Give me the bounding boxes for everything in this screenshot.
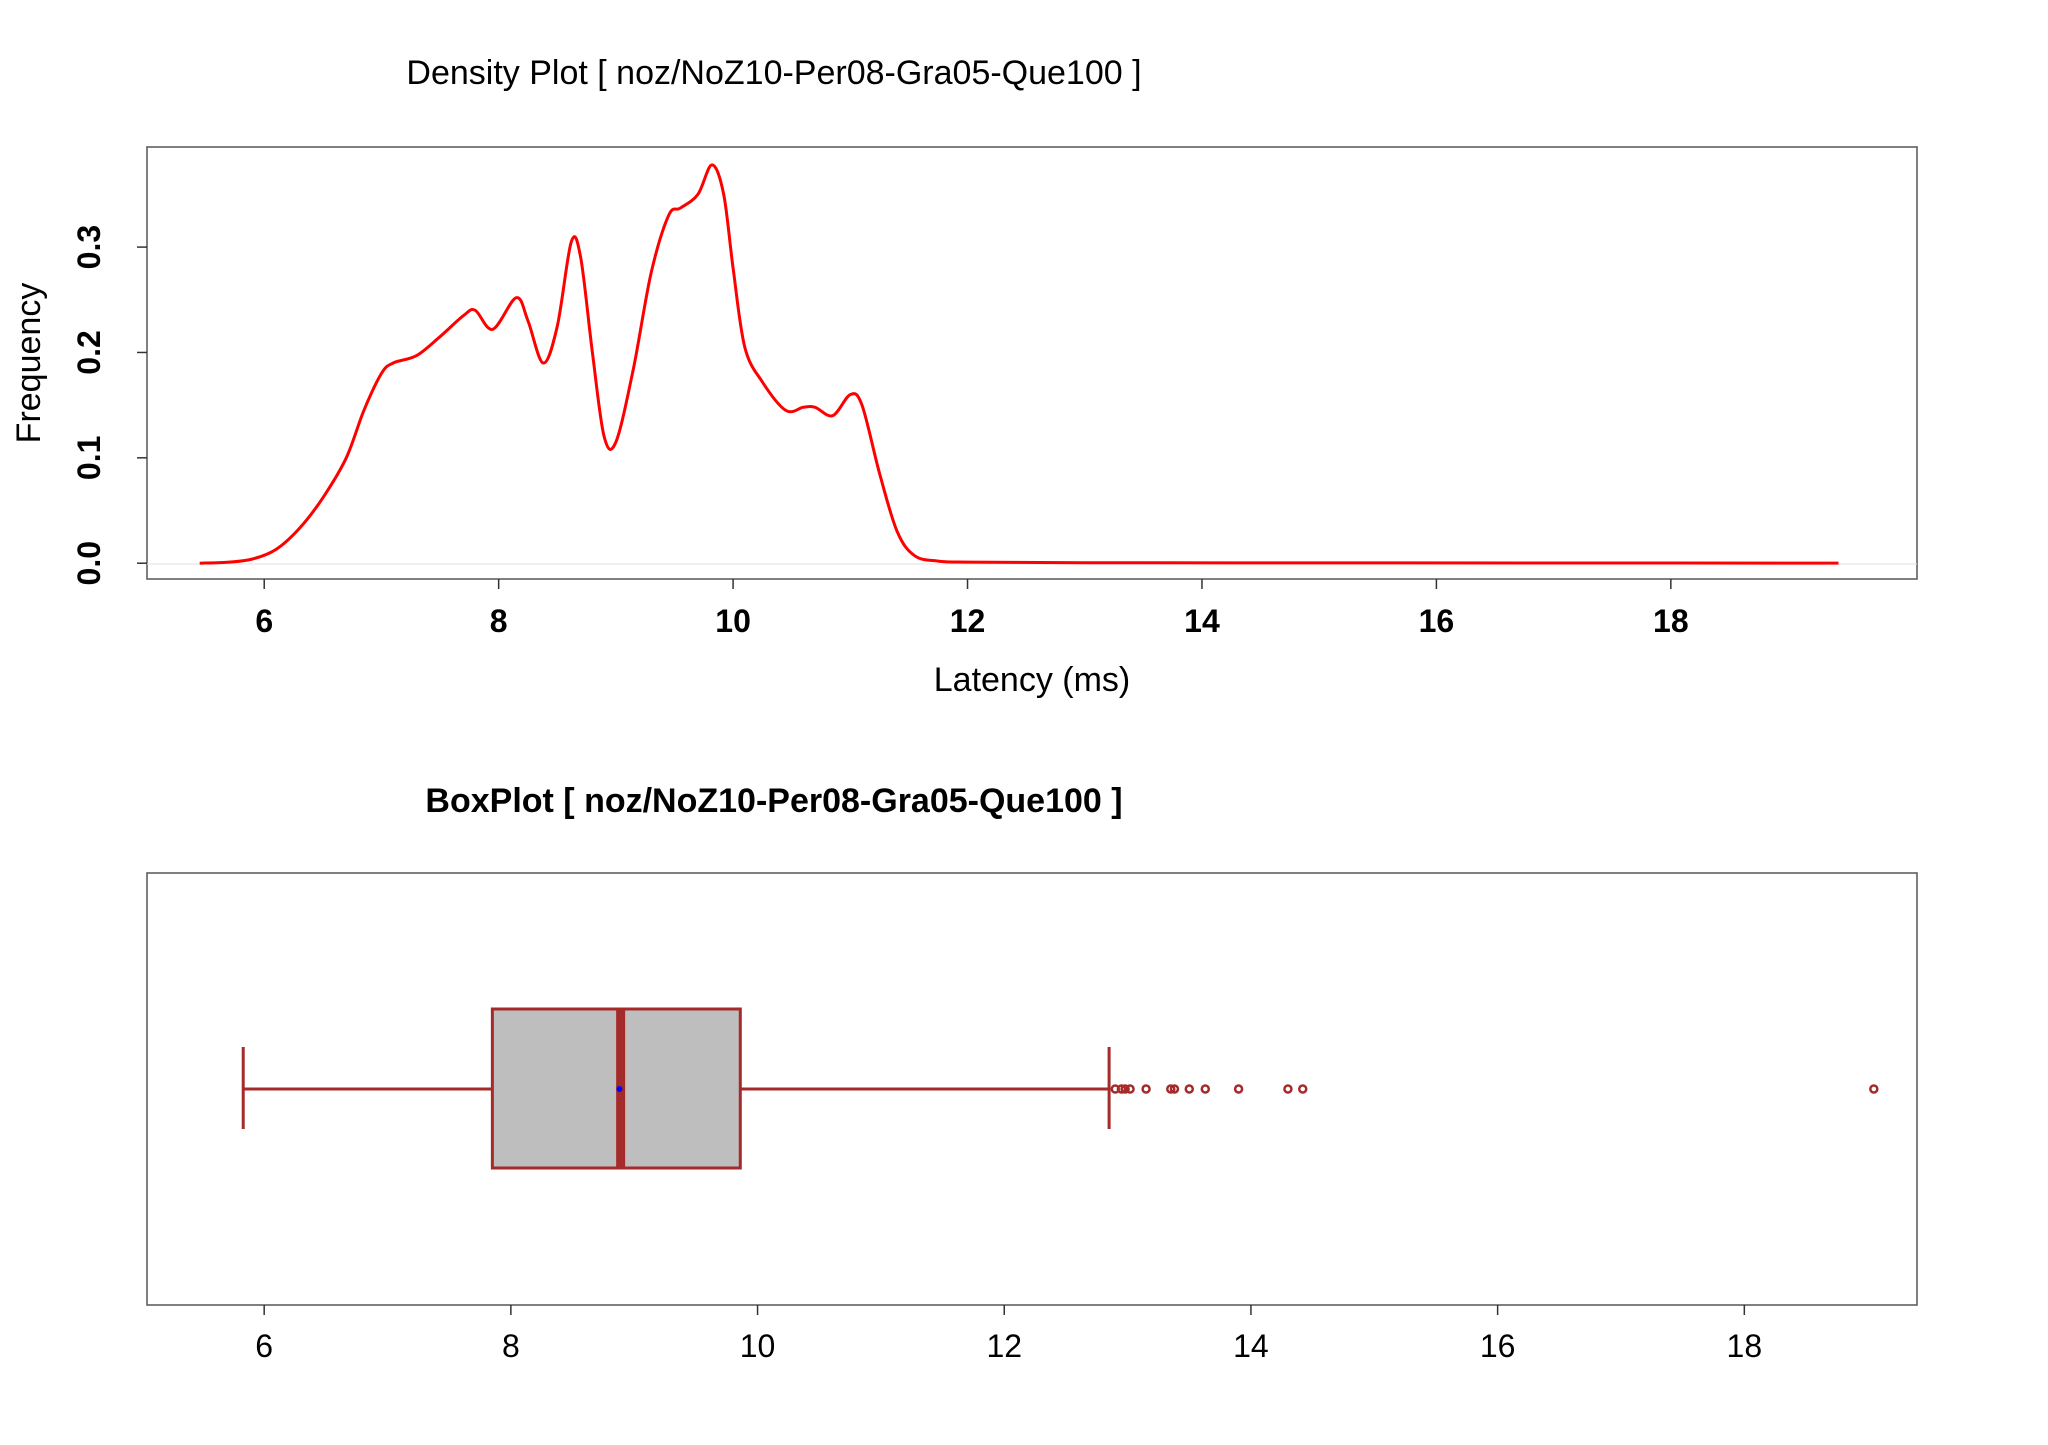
density-y-tick-label: 0.3 (71, 225, 107, 269)
box-x-tick-label: 16 (1480, 1328, 1516, 1364)
outlier-point (1166, 1084, 1176, 1094)
outlier-point (1120, 1084, 1130, 1094)
outlier-point (1116, 1084, 1127, 1094)
density-y-tick-label: 0.1 (71, 436, 107, 480)
outlier-point (1200, 1084, 1211, 1094)
density-x-axis-label: Latency (ms) (934, 661, 1131, 699)
box-x-ticks: 6 8 10 12 14 16 18 (255, 1305, 1762, 1364)
box-x-tick-label: 14 (1233, 1328, 1269, 1364)
outlier-point (1169, 1084, 1180, 1094)
density-y-tick-label: 0.0 (71, 541, 107, 585)
density-y-tick-label: 0.2 (71, 330, 107, 374)
outlier-point (1141, 1084, 1151, 1094)
density-curve (199, 163, 1839, 565)
box-x-tick-label: 8 (502, 1328, 520, 1364)
outlier-point (1184, 1084, 1195, 1094)
box-title: BoxPlot [ noz/NoZ10-Per08-Gra05-Que100 ] (425, 782, 1122, 820)
density-y-ticks: 0.0 0.1 0.2 0.3 (71, 225, 147, 585)
density-x-tick-label: 12 (950, 603, 986, 639)
box-plot-frame (146, 872, 1918, 1306)
density-plot: Density Plot [ noz/NoZ10-Per08-Gra05-Que… (10, 54, 1918, 699)
box-x-tick-label: 18 (1727, 1328, 1763, 1364)
density-x-tick-label: 6 (255, 603, 273, 639)
density-x-ticks: 6 8 10 12 14 16 18 (255, 579, 1689, 639)
box-plot: BoxPlot [ noz/NoZ10-Per08-Gra05-Que100 ]… (146, 782, 1918, 1364)
density-title: Density Plot [ noz/NoZ10-Per08-Gra05-Que… (406, 54, 1141, 92)
density-plot-frame (146, 146, 1918, 580)
outlier-point (1869, 1084, 1879, 1094)
outlier-point (1125, 1084, 1135, 1094)
mean-point (616, 1086, 623, 1092)
outlier-point (1297, 1084, 1308, 1094)
density-x-tick-label: 16 (1419, 603, 1455, 639)
density-x-tick-label: 10 (715, 603, 751, 639)
density-y-axis-label: Frequency (10, 283, 48, 444)
density-x-tick-label: 14 (1184, 603, 1220, 639)
box-marks (241, 1007, 1879, 1170)
box-x-tick-label: 12 (986, 1328, 1022, 1364)
box-x-tick-label: 10 (740, 1328, 776, 1364)
density-x-tick-label: 8 (490, 603, 508, 639)
density-x-tick-label: 18 (1653, 603, 1689, 639)
outlier-point (1283, 1084, 1293, 1094)
box-x-tick-label: 6 (255, 1328, 273, 1364)
outlier-point (1233, 1084, 1244, 1094)
